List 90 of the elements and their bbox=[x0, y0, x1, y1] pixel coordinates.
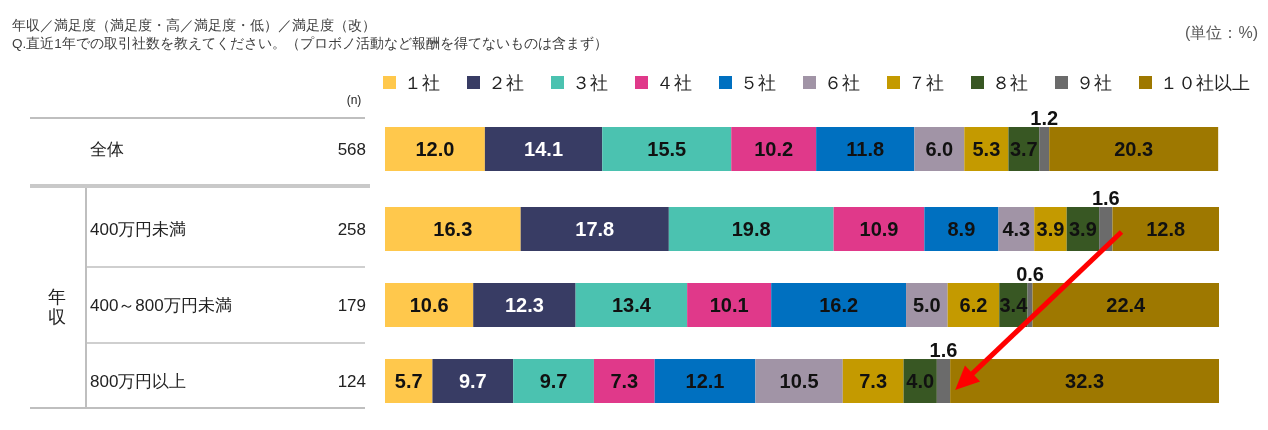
bar bbox=[602, 127, 732, 171]
data-label: 5.7 bbox=[394, 370, 423, 392]
data-label: 10.1 bbox=[709, 294, 749, 316]
text: 年収 bbox=[48, 287, 66, 327]
legend-label: ６社 bbox=[824, 73, 860, 93]
data-label: 5.3 bbox=[972, 138, 1001, 160]
bar bbox=[687, 283, 772, 327]
bar bbox=[473, 283, 576, 327]
legend-label: １０社以上 bbox=[1160, 73, 1250, 93]
data-label: 6.2 bbox=[959, 294, 988, 316]
data-label: 9.7 bbox=[458, 370, 487, 392]
bar bbox=[936, 359, 951, 403]
data-label: 3.7 bbox=[1009, 138, 1038, 160]
data-label: 6.0 bbox=[925, 138, 954, 160]
data-label: 7.3 bbox=[610, 370, 639, 392]
legend-label: ３社 bbox=[572, 73, 608, 93]
data-label: 12.1 bbox=[685, 370, 725, 392]
bar bbox=[385, 207, 521, 251]
legend-label: ７社 bbox=[908, 73, 944, 93]
data-label: 9.7 bbox=[539, 370, 568, 392]
text: (単位：%) bbox=[1185, 24, 1258, 41]
bar bbox=[842, 359, 904, 403]
data-label: 1.6 bbox=[1091, 187, 1120, 209]
data-label: 1.2 bbox=[1030, 107, 1059, 129]
data-label: 12.3 bbox=[504, 294, 544, 316]
chart-subtitle: Q.直近1年での取引社数を教えてください。（プロボノ活動など報酬を得てないものは含まず） bbox=[12, 36, 608, 51]
data-label: 15.5 bbox=[647, 138, 687, 160]
bar bbox=[755, 359, 843, 403]
data-label: 4.3 bbox=[1002, 218, 1031, 240]
data-label: 14.1 bbox=[524, 138, 564, 160]
data-label: 10.6 bbox=[409, 294, 449, 316]
bar bbox=[654, 359, 756, 403]
data-label: 22.4 bbox=[1106, 294, 1147, 316]
bar bbox=[816, 127, 915, 171]
bar bbox=[513, 359, 594, 403]
bar bbox=[575, 283, 688, 327]
y-tick-label: 全体 bbox=[90, 139, 124, 159]
data-label: 10.9 bbox=[859, 218, 899, 240]
data-label: 10.2 bbox=[754, 138, 794, 160]
y-tick-label: 400～800万円未満 bbox=[90, 295, 232, 315]
bar bbox=[950, 359, 1219, 403]
bar bbox=[593, 359, 655, 403]
data-label: 20.3 bbox=[1114, 138, 1154, 160]
data-label: 12.0 bbox=[415, 138, 455, 160]
data-label: 0.6 bbox=[1016, 263, 1044, 285]
legend-label: ２社 bbox=[488, 73, 524, 93]
data-label: 32.3 bbox=[1065, 370, 1105, 392]
y-tick-label: 400万円未満 bbox=[90, 219, 187, 239]
legend-label: ９社 bbox=[1076, 73, 1112, 93]
data-label: 12.8 bbox=[1146, 218, 1186, 240]
legend-label: ５社 bbox=[740, 73, 776, 93]
bar bbox=[924, 207, 999, 251]
data-label: 10.5 bbox=[779, 370, 819, 392]
y2-tick-label: 258 bbox=[337, 219, 366, 239]
data-label: 16.2 bbox=[819, 294, 859, 316]
legend-label: ４社 bbox=[656, 73, 692, 93]
bar bbox=[385, 359, 433, 403]
text: 年収／満足度（満足度・高／満足度・低）／満足度（改） bbox=[12, 18, 376, 33]
bar bbox=[1032, 283, 1219, 327]
data-label: 4.0 bbox=[906, 370, 935, 392]
bar bbox=[731, 127, 817, 171]
data-label: 8.9 bbox=[947, 218, 976, 240]
y2-tick-label: 179 bbox=[337, 295, 366, 315]
bar bbox=[833, 207, 925, 251]
bar bbox=[1112, 207, 1219, 251]
data-label: 7.3 bbox=[859, 370, 888, 392]
data-label: 17.8 bbox=[575, 218, 615, 240]
data-label: 3.9 bbox=[1069, 218, 1097, 240]
bar bbox=[385, 127, 485, 171]
data-label: 5.0 bbox=[912, 294, 941, 316]
data-label: 1.6 bbox=[929, 339, 958, 361]
legend-label: ８社 bbox=[992, 73, 1028, 93]
data-label: 13.4 bbox=[611, 294, 652, 316]
data-label: 19.8 bbox=[731, 218, 771, 240]
bar bbox=[1039, 127, 1050, 171]
data-label: 11.8 bbox=[846, 138, 885, 160]
bar bbox=[385, 283, 474, 327]
bar bbox=[484, 127, 603, 171]
bar bbox=[771, 283, 907, 327]
bar bbox=[432, 359, 514, 403]
bar bbox=[668, 207, 834, 251]
bar bbox=[520, 207, 669, 251]
legend-label: １社 bbox=[404, 73, 440, 93]
y2-tick-label: 124 bbox=[337, 371, 366, 391]
data-label: 3.9 bbox=[1036, 218, 1065, 240]
y-tick-label: 800万円以上 bbox=[90, 371, 187, 391]
data-label: 16.3 bbox=[433, 218, 473, 240]
y2-axis-title: (n) bbox=[346, 93, 362, 107]
bar bbox=[1049, 127, 1219, 171]
y2-tick-label: 568 bbox=[337, 139, 366, 159]
